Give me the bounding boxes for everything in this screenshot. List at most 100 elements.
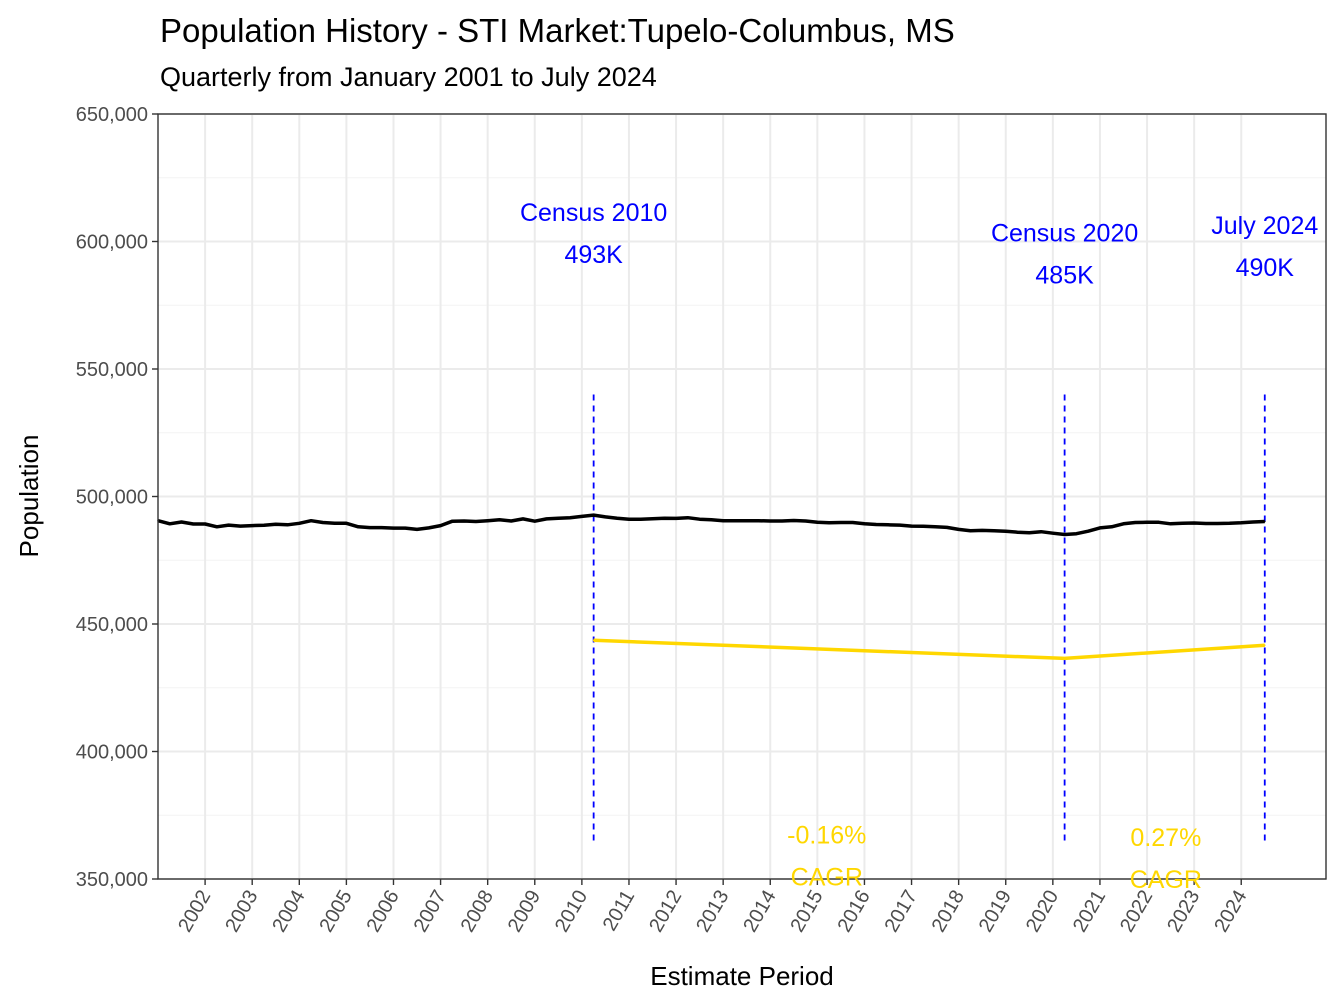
annotations: Census 2010 493K Census 2020 485K July 2024 4…	[520, 199, 1318, 894]
data-point	[274, 523, 277, 526]
grid-layer	[158, 113, 1326, 880]
x-tick-label: 2021	[1069, 887, 1110, 937]
data-point	[793, 519, 795, 522]
data-point	[227, 524, 230, 526]
data-point	[192, 523, 195, 525]
x-tick-label: 2013	[692, 887, 733, 937]
data-point	[734, 519, 736, 522]
data-point	[392, 527, 395, 529]
data-point	[1063, 533, 1066, 536]
x-tick-label: 2004	[268, 887, 309, 937]
y-tick-label: 350,000	[76, 869, 148, 891]
data-point	[628, 518, 630, 520]
data-point	[404, 527, 407, 529]
data-point	[1004, 530, 1007, 532]
x-tick-label: 2023	[1163, 887, 1204, 937]
data-point	[887, 524, 889, 526]
data-point	[946, 526, 948, 529]
data-point	[639, 518, 642, 520]
x-tick-label: 2014	[739, 887, 780, 937]
data-point	[510, 520, 513, 522]
data-point	[875, 523, 878, 526]
x-tick-label: 2018	[928, 887, 969, 937]
data-point	[781, 520, 783, 522]
data-point	[263, 524, 265, 527]
data-point	[251, 524, 253, 527]
data-point	[922, 525, 925, 528]
data-point	[439, 524, 442, 527]
data-point	[604, 516, 607, 518]
data-point	[981, 529, 983, 532]
data-point	[1110, 526, 1113, 528]
data-point	[840, 521, 842, 524]
x-axis: 2002 2003 2004 2005 2006 2007 2008 2009 2010 2011…	[174, 879, 1252, 937]
data-point	[804, 520, 807, 522]
data-point	[1052, 532, 1054, 535]
data-point	[333, 522, 336, 525]
data-point	[592, 639, 595, 642]
data-point	[581, 515, 583, 518]
data-point	[957, 528, 960, 531]
data-point	[934, 526, 936, 528]
x-tick-label: 2011	[599, 887, 640, 935]
x-tick-label: 2012	[645, 887, 686, 937]
data-point	[663, 517, 666, 519]
data-point	[769, 520, 772, 522]
data-point	[722, 519, 724, 522]
data-point	[451, 520, 454, 523]
annotation-label: Census 2020	[991, 220, 1138, 248]
data-point	[1181, 522, 1184, 525]
data-point	[1028, 531, 1031, 534]
data-point	[1063, 657, 1066, 660]
data-point	[380, 526, 383, 529]
series-line	[157, 513, 1265, 537]
data-point	[851, 521, 854, 524]
y-tick-label: 600,000	[76, 232, 148, 254]
data-point	[463, 520, 465, 522]
data-point	[592, 514, 595, 516]
x-tick-label: 2005	[315, 887, 356, 937]
x-tick-label: 2015	[786, 887, 827, 937]
data-point	[545, 518, 548, 520]
annotation-label: CAGR	[791, 863, 863, 891]
data-point	[1228, 522, 1231, 525]
data-point	[1134, 521, 1137, 524]
data-point	[1240, 521, 1243, 524]
data-point	[863, 522, 866, 525]
data-point	[357, 526, 359, 528]
data-point	[1169, 522, 1172, 525]
data-point	[898, 524, 901, 526]
data-point	[498, 518, 501, 521]
annotation-label: 0.27%	[1130, 824, 1201, 852]
x-tick-label: 2008	[457, 887, 498, 937]
x-tick-label: 2017	[881, 887, 922, 937]
data-point	[239, 525, 242, 527]
data-point	[1263, 644, 1266, 646]
y-tick-label: 450,000	[76, 614, 148, 636]
data-point	[168, 522, 171, 525]
data-point	[1040, 530, 1042, 533]
x-tick-label: 2020	[1022, 887, 1063, 937]
data-point	[475, 520, 477, 523]
data-point	[745, 519, 748, 522]
y-axis-title: Population	[14, 435, 44, 558]
chart-subtitle: Quarterly from January 2001 to July 2024	[160, 62, 657, 92]
y-axis: 350,000 400,000 450,000 500,000 550,000 600,0…	[76, 104, 158, 891]
data-point	[993, 529, 995, 532]
data-point	[616, 517, 618, 519]
data-point	[1252, 521, 1254, 523]
data-point	[675, 517, 677, 520]
data-point	[557, 517, 560, 519]
data-point	[757, 519, 760, 522]
data-point	[369, 526, 371, 529]
y-tick-label: 400,000	[76, 742, 148, 764]
data-point	[486, 519, 489, 522]
x-tick-label: 2022	[1116, 887, 1157, 937]
data-point	[298, 522, 301, 525]
annotation-label: July 2024	[1211, 212, 1318, 240]
data-point	[710, 518, 713, 521]
data-point	[1205, 522, 1207, 525]
data-point	[286, 524, 289, 526]
x-tick-label: 2002	[174, 887, 215, 937]
